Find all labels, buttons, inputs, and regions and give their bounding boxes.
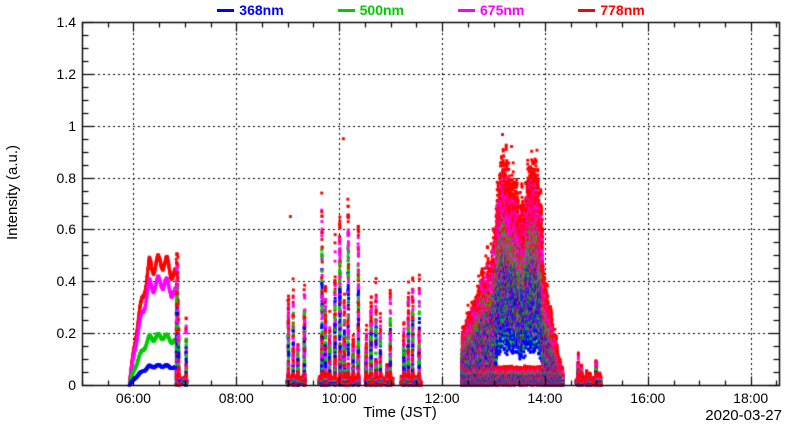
- y-axis-title-text: Intensity (a.u.): [4, 144, 22, 241]
- legend-entry-675nm[interactable]: 675nm: [458, 3, 524, 17]
- y-tick-label: 0: [68, 377, 76, 393]
- legend-label: 778nm: [600, 2, 645, 18]
- y-tick-label: 0.8: [56, 169, 76, 186]
- y-tick-label: 1.4: [56, 14, 76, 30]
- x-tick-label: 06:00: [115, 390, 151, 406]
- y-axis-title: Intensity (a.u.): [0, 0, 26, 385]
- x-tick-label: 16:00: [630, 390, 666, 406]
- y-tick-label: 0.6: [56, 221, 76, 238]
- x-tick-label: 10:00: [321, 390, 357, 406]
- y-tick-label: 0.4: [56, 273, 76, 290]
- y-tick-label: 1: [68, 117, 76, 134]
- y-tick-label: 1.2: [56, 65, 76, 82]
- y-tick-label: 0.2: [56, 325, 76, 342]
- legend-entry-500nm[interactable]: 500nm: [337, 2, 404, 18]
- x-axis-title-text: Time (JST): [363, 404, 437, 421]
- legend-label: 368nm: [239, 2, 284, 18]
- date-stamp: 2020-03-27: [705, 407, 782, 424]
- legend-swatch-icon: [578, 8, 596, 12]
- legend-label: 675nm: [480, 2, 525, 18]
- x-tick-label: 14:00: [527, 390, 563, 406]
- x-tick-label: 08:00: [218, 390, 254, 406]
- x-axis-title: Time (JST): [300, 404, 500, 421]
- x-tick-label: 18:00: [733, 390, 769, 406]
- legend-entry-368nm[interactable]: 368nm: [217, 2, 284, 18]
- legend-swatch-icon: [337, 8, 355, 12]
- legend-swatch-icon: [217, 8, 235, 12]
- legend-swatch-icon: [458, 8, 475, 12]
- chart-legend: 368nm 500nm 675nm 778nm: [82, 0, 780, 20]
- legend-entry-778nm[interactable]: 778nm: [578, 2, 645, 18]
- legend-label: 500nm: [359, 2, 404, 18]
- x-tick-label: 12:00: [424, 390, 460, 406]
